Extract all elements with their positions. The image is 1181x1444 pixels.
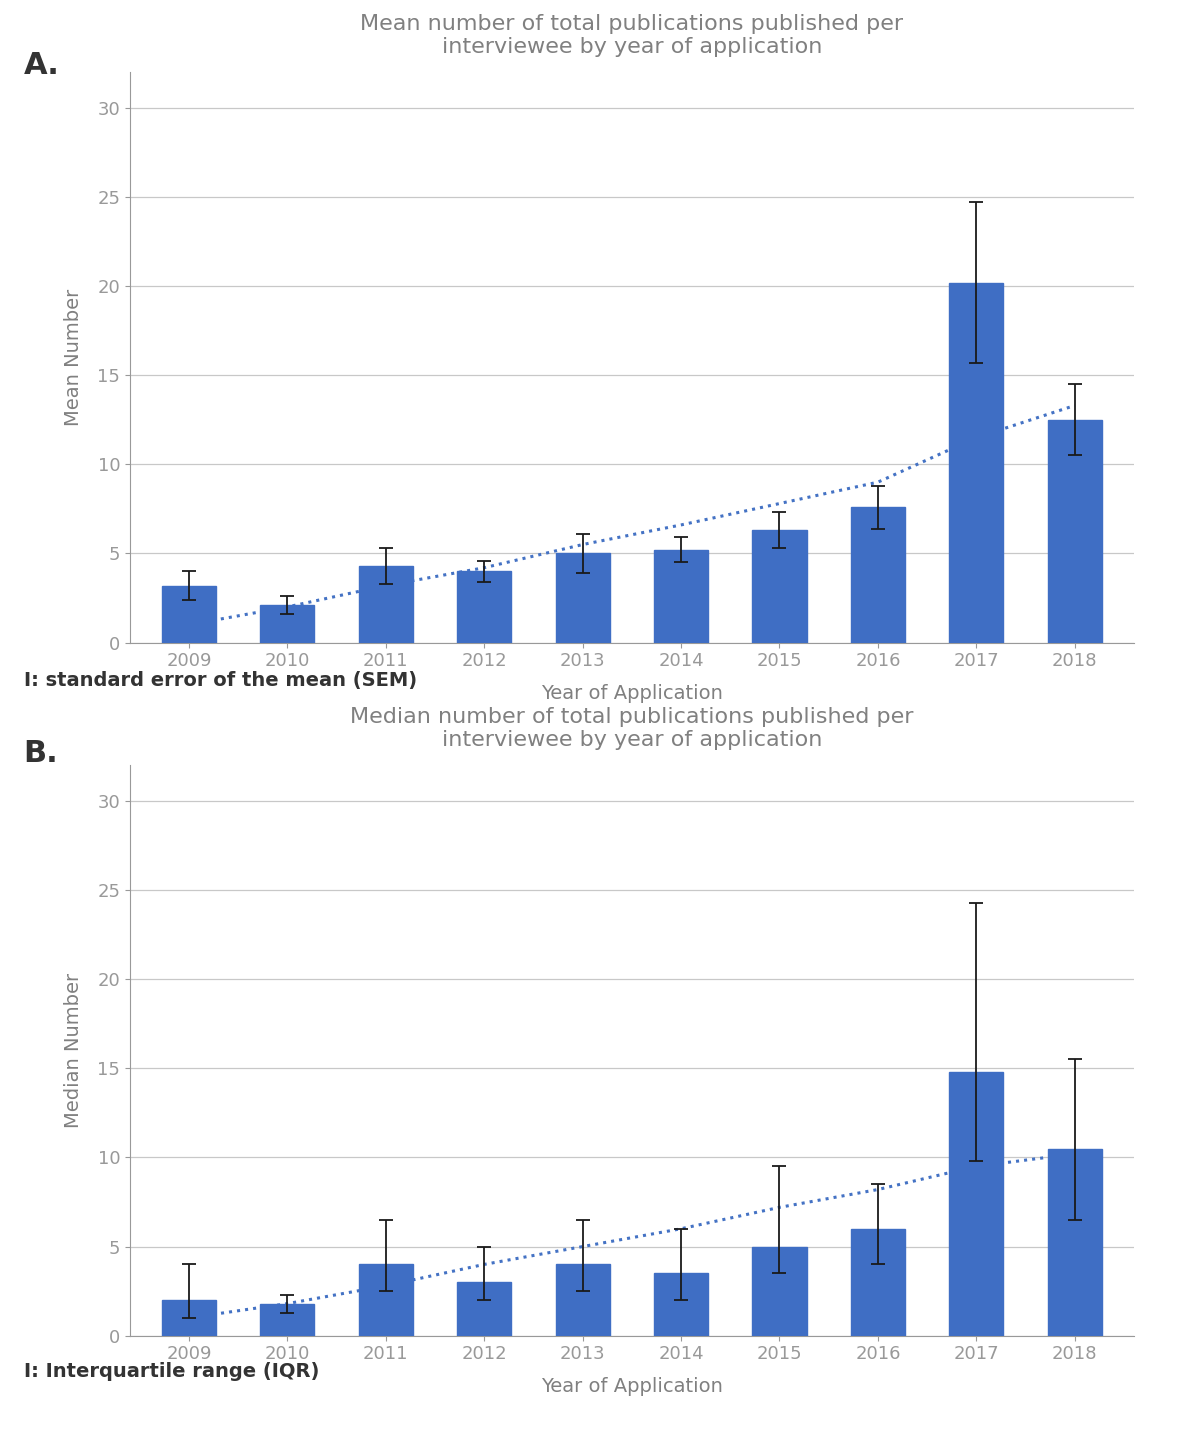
Bar: [162, 1300, 216, 1336]
Bar: [1048, 1148, 1102, 1336]
Text: I: Interquartile range (IQR): I: Interquartile range (IQR): [24, 1362, 319, 1380]
Bar: [260, 1304, 314, 1336]
Bar: [359, 1265, 413, 1336]
Text: I: standard error of the mean (SEM): I: standard error of the mean (SEM): [24, 671, 417, 690]
Bar: [1048, 420, 1102, 643]
Bar: [555, 1265, 609, 1336]
Text: B.: B.: [24, 739, 58, 768]
Y-axis label: Mean Number: Mean Number: [64, 289, 84, 426]
Bar: [457, 1282, 511, 1336]
Bar: [260, 605, 314, 643]
Bar: [752, 530, 807, 643]
Bar: [950, 1071, 1004, 1336]
Bar: [654, 550, 709, 643]
X-axis label: Year of Application: Year of Application: [541, 1378, 723, 1396]
Bar: [555, 553, 609, 643]
Bar: [359, 566, 413, 643]
Y-axis label: Median Number: Median Number: [64, 973, 84, 1128]
Bar: [850, 1229, 905, 1336]
Bar: [162, 586, 216, 643]
Title: Mean number of total publications published per
interviewee by year of applicati: Mean number of total publications publis…: [360, 13, 903, 56]
Bar: [850, 507, 905, 643]
Bar: [950, 283, 1004, 643]
Text: A.: A.: [24, 51, 59, 79]
X-axis label: Year of Application: Year of Application: [541, 684, 723, 703]
Bar: [752, 1246, 807, 1336]
Title: Median number of total publications published per
interviewee by year of applica: Median number of total publications publ…: [350, 706, 914, 749]
Bar: [654, 1274, 709, 1336]
Bar: [457, 572, 511, 643]
